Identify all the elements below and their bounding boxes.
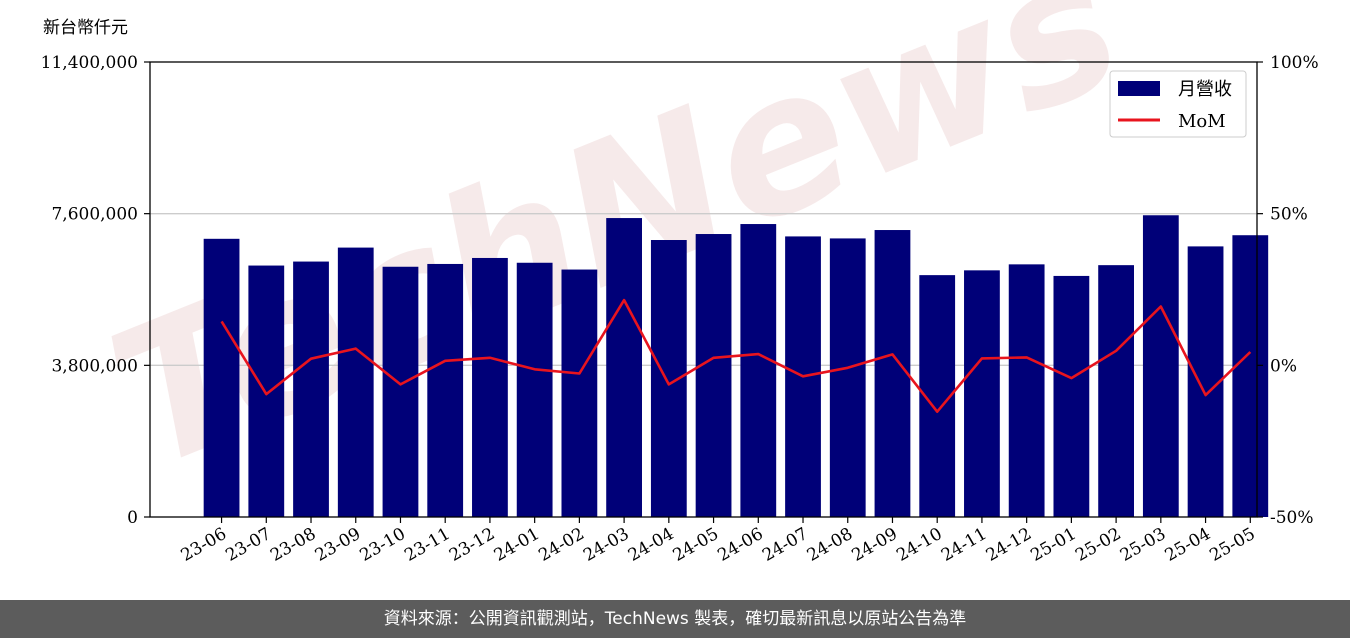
bar-25-04 xyxy=(1187,246,1224,518)
bar-series xyxy=(203,215,1269,518)
left-tick-label: 0 xyxy=(127,508,138,528)
x-tick-label: 24-08 xyxy=(804,524,856,566)
x-tick-label: 24-06 xyxy=(714,524,766,566)
bar-24-11 xyxy=(964,270,1000,517)
bar-23-08 xyxy=(293,261,329,517)
x-tick-label: 24-03 xyxy=(580,524,632,566)
bar-25-02 xyxy=(1098,265,1134,517)
x-tick-label: 24-07 xyxy=(759,524,811,566)
x-tick-label: 25-04 xyxy=(1162,524,1214,566)
bar-24-03 xyxy=(606,218,642,518)
bar-24-08 xyxy=(829,238,866,517)
left-axis: 0 3,800,000 7,600,000 11,400,000 xyxy=(41,53,150,528)
bar-24-05 xyxy=(695,234,732,518)
x-tick-label: 23-10 xyxy=(357,524,409,566)
x-tick-label: 24-10 xyxy=(893,524,945,566)
bar-25-03 xyxy=(1142,215,1179,517)
x-tick-label: 24-04 xyxy=(625,524,677,566)
right-axis: -50% 0% 50% 100% xyxy=(1257,53,1319,528)
x-tick-label: 25-05 xyxy=(1206,524,1258,566)
x-tick-label: 24-01 xyxy=(491,524,543,566)
x-tick-label: 24-05 xyxy=(670,524,722,566)
bar-24-02 xyxy=(561,269,598,517)
unit-label: 新台幣仟元 xyxy=(43,18,128,38)
x-tick-label: 24-02 xyxy=(535,524,587,566)
right-tick-label: 50% xyxy=(1270,205,1308,225)
bar-25-05 xyxy=(1232,235,1269,517)
bar-23-06 xyxy=(203,238,240,517)
bar-25-01 xyxy=(1053,275,1090,517)
right-tick-label: -50% xyxy=(1270,508,1314,528)
x-tick-label: 23-06 xyxy=(178,524,230,566)
bar-24-01 xyxy=(516,262,553,517)
mom-line xyxy=(220,298,1252,414)
legend-label-mom: MoM xyxy=(1178,111,1226,132)
legend-swatch-revenue xyxy=(1118,81,1160,96)
x-tick-label: 25-01 xyxy=(1027,524,1079,566)
x-tick-label: 23-08 xyxy=(267,524,319,566)
left-tick-label: 3,800,000 xyxy=(51,356,138,376)
right-tick-label: 0% xyxy=(1270,356,1297,376)
bar-24-04 xyxy=(650,240,687,517)
x-tick-label: 23-07 xyxy=(222,524,274,566)
bar-23-09 xyxy=(337,247,374,517)
x-axis: 23-0623-0723-0823-0923-1023-1123-1224-01… xyxy=(178,517,1259,566)
legend: 月營收 MoM xyxy=(1109,70,1247,138)
bar-23-12 xyxy=(472,257,508,517)
plot-frame xyxy=(149,61,1258,518)
x-tick-label: 24-12 xyxy=(983,524,1035,566)
bar-23-10 xyxy=(382,266,419,517)
right-tick-label: 100% xyxy=(1270,53,1319,73)
x-tick-label: 23-12 xyxy=(446,524,498,566)
source-footer: 資料來源：公開資訊觀測站，TechNews 製表，確切最新訊息以原站公告為準 xyxy=(0,600,1350,638)
x-tick-label: 25-03 xyxy=(1117,524,1169,566)
bar-23-07 xyxy=(248,265,285,517)
left-tick-label: 7,600,000 xyxy=(51,205,138,225)
bar-24-06 xyxy=(740,224,777,517)
bar-24-12 xyxy=(1008,264,1045,517)
x-tick-label: 23-11 xyxy=(401,524,453,566)
x-tick-label: 25-02 xyxy=(1072,524,1124,566)
legend-label-revenue: 月營收 xyxy=(1178,79,1232,100)
bar-24-09 xyxy=(874,230,911,517)
x-tick-label: 23-09 xyxy=(312,524,364,566)
left-tick-label: 11,400,000 xyxy=(41,53,138,73)
mom-line-series xyxy=(220,298,1252,414)
x-tick-label: 24-09 xyxy=(849,524,901,566)
x-tick-label: 24-11 xyxy=(938,524,990,566)
bar-23-11 xyxy=(427,263,464,517)
